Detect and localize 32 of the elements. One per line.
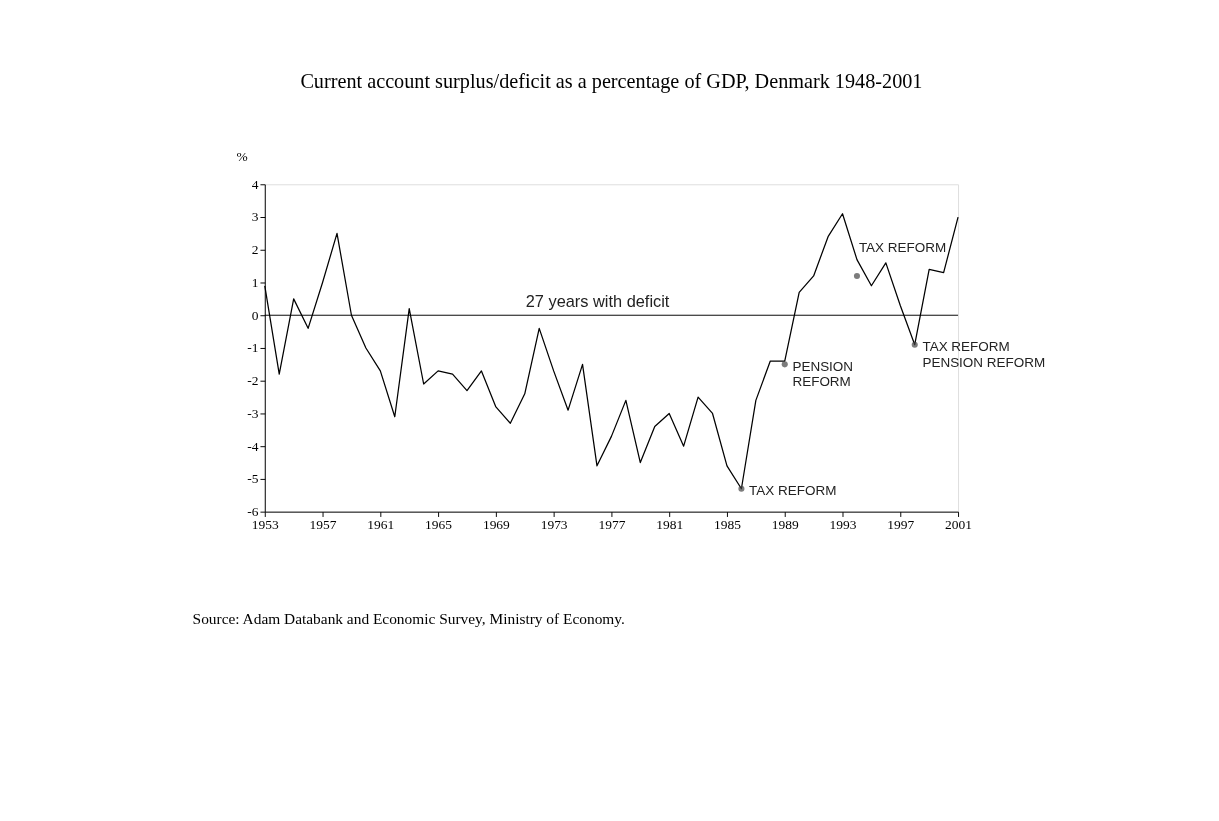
x-tick-label: 1997 <box>887 517 915 533</box>
annotation: TAX REFORM <box>749 483 837 499</box>
source-note: Source: Adam Databank and Economic Survey, Ministry of Economy. <box>192 610 625 628</box>
annotation: 27 years with deficit <box>525 291 670 310</box>
x-tick-label: 1965 <box>425 517 453 533</box>
y-tick-label: 2 <box>251 242 259 258</box>
y-tick-label: -5 <box>247 471 259 487</box>
x-tick-label: 1973 <box>540 517 568 533</box>
x-tick-label: 2001 <box>945 517 973 533</box>
annotation: TAX REFORM PENSION REFORM <box>922 339 1046 370</box>
x-tick-label: 1977 <box>598 517 626 533</box>
x-tick-label: 1961 <box>367 517 395 533</box>
y-tick-label: 0 <box>251 307 259 323</box>
y-tick-label: -4 <box>247 438 259 454</box>
x-tick-label: 1957 <box>309 517 337 533</box>
annotation: TAX REFORM <box>858 239 947 255</box>
y-tick-label: -3 <box>247 405 259 421</box>
y-tick-label: -1 <box>247 340 259 356</box>
x-tick-label: 1953 <box>251 517 280 533</box>
x-tick-label: 1985 <box>713 517 742 533</box>
y-tick-label: 4 <box>251 176 259 192</box>
y-tick-label: -6 <box>247 504 259 520</box>
x-tick-label: 1989 <box>771 517 799 533</box>
x-tick-label: 1969 <box>482 517 511 533</box>
annotation: PENSION REFORM <box>792 359 854 390</box>
x-tick-label: 1993 <box>829 517 857 533</box>
y-tick-label: 1 <box>251 274 259 290</box>
y-tick-label: 3 <box>251 209 259 225</box>
y-axis-title: % <box>236 148 248 164</box>
y-tick-label: -2 <box>247 373 259 389</box>
chart-title: Current account surplus/deficit as a percentage of GDP, Denmark 1948-2001 <box>300 70 923 94</box>
x-tick-label: 1981 <box>656 517 684 533</box>
